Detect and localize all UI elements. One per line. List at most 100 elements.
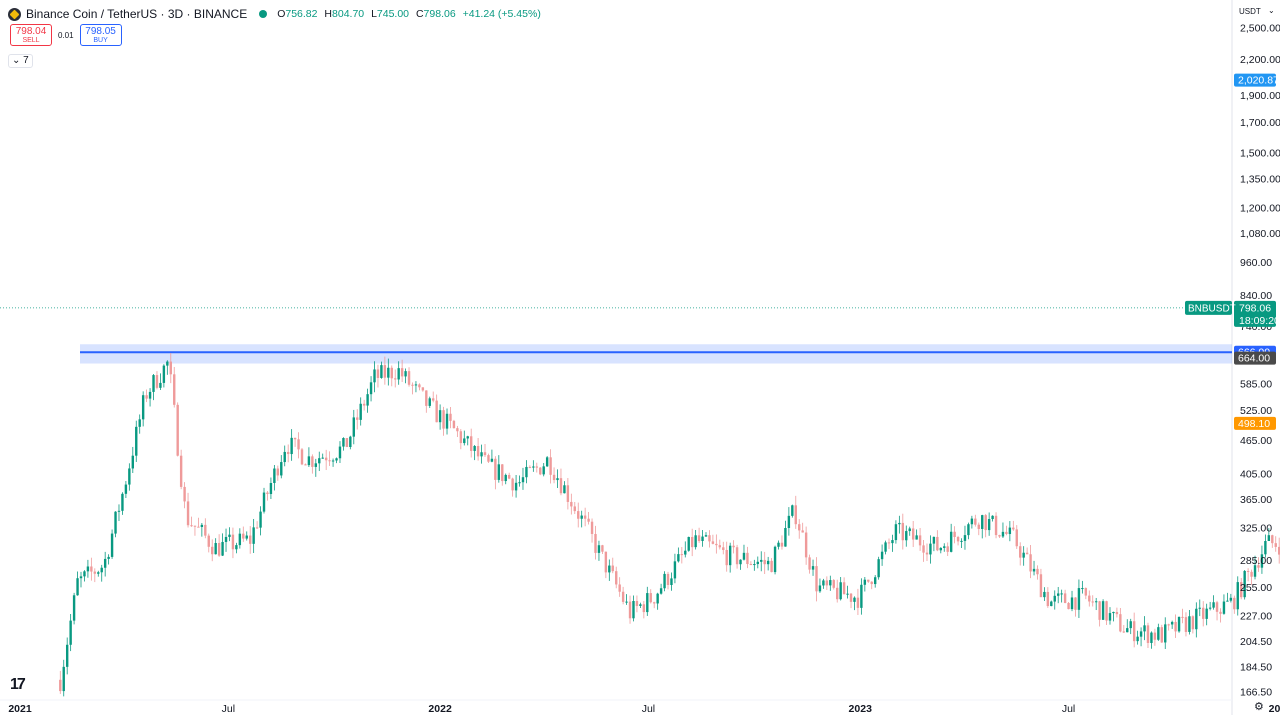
candle-body	[1136, 636, 1139, 642]
candle-body	[798, 524, 801, 531]
indicators-toggle-button[interactable]: ⌄ 7	[8, 54, 33, 68]
candle-body	[649, 593, 652, 603]
candle-body	[1077, 588, 1081, 610]
bnb-logo-icon	[8, 7, 21, 21]
candle-body	[632, 601, 635, 619]
y-tick-label: 2,500.00	[1240, 23, 1280, 35]
candle-body	[487, 455, 490, 462]
candle-body	[981, 515, 984, 529]
candle-body	[121, 493, 124, 511]
candle-body	[117, 510, 121, 512]
candle-body	[528, 466, 532, 468]
candle-body	[145, 395, 148, 399]
candle-body	[207, 535, 210, 547]
y-tick-label: 960.00	[1240, 257, 1272, 269]
candle-body	[618, 584, 621, 592]
candle-body	[290, 437, 293, 455]
candle-body	[549, 457, 552, 475]
y-tick-label: 405.00	[1240, 469, 1272, 481]
candle-body	[128, 468, 131, 485]
trade-panel: 798.04 SELL 0.01 798.05 BUY	[10, 24, 122, 46]
candle-body	[1029, 554, 1032, 572]
candle-body	[532, 466, 535, 468]
candle-body	[808, 557, 811, 570]
candle-body	[856, 597, 860, 608]
candle-body	[1219, 611, 1222, 614]
stop-price-badge: 498.10	[1238, 418, 1270, 430]
candle-body	[1240, 582, 1243, 598]
candle-body	[1129, 621, 1132, 629]
candle-body	[155, 375, 159, 388]
candle-body	[97, 572, 100, 574]
tradingview-logo-icon[interactable]: 17	[10, 676, 26, 693]
candle-body	[283, 451, 286, 463]
candle-body	[1215, 602, 1219, 612]
chart-header: Binance Coin / TetherUS · 3D · BINANCE O…	[8, 6, 545, 22]
settings-gear-icon[interactable]: ⚙	[1254, 701, 1264, 713]
market-status-icon[interactable]	[259, 10, 268, 18]
candle-body	[801, 530, 804, 533]
candle-body	[911, 528, 915, 540]
candle-body	[152, 375, 155, 392]
candle-body	[1153, 632, 1157, 640]
candle-body	[235, 545, 238, 550]
candle-body	[1022, 552, 1025, 558]
candle-body	[176, 404, 179, 456]
chevron-down-icon[interactable]: ⌄	[1268, 6, 1275, 15]
candle-body	[1060, 593, 1063, 595]
candle-body	[1008, 527, 1012, 535]
candle-body	[690, 536, 694, 548]
candle-body	[715, 543, 718, 546]
candle-body	[190, 525, 193, 527]
candle-body	[1084, 588, 1088, 596]
candle-body	[1101, 601, 1105, 620]
candle-body	[366, 394, 369, 406]
candle-body	[59, 679, 62, 692]
candle-body	[1091, 601, 1094, 603]
candle-body	[259, 511, 262, 528]
candle-body	[742, 552, 746, 560]
sell-button[interactable]: 798.04 SELL	[10, 24, 52, 46]
candle-body	[1015, 529, 1018, 547]
target-price-badge: 2,020.87	[1238, 75, 1279, 87]
candle-body	[884, 542, 887, 552]
stop-price-badge-bg	[1234, 416, 1276, 430]
candle-body	[214, 543, 217, 555]
candle-body	[936, 536, 939, 551]
candle-body	[1246, 570, 1250, 572]
candle-body	[425, 390, 428, 406]
currency-selector[interactable]: USDT	[1239, 7, 1261, 16]
y-tick-label: 585.00	[1240, 378, 1272, 390]
high-value: 804.70	[332, 8, 365, 20]
symbol-tag: BNBUSDT	[1188, 303, 1236, 314]
candle-body	[318, 458, 321, 464]
symbol-title[interactable]: Binance Coin / TetherUS · 3D · BINANCE	[26, 7, 248, 21]
candle-body	[266, 492, 269, 495]
candle-body	[269, 483, 273, 495]
candle-body	[114, 511, 117, 534]
x-tick-label: 2023	[849, 703, 873, 715]
candle-countdown: 18:09:20	[1239, 315, 1280, 327]
candle-body	[1139, 631, 1143, 637]
candle-body	[331, 460, 335, 462]
candle-body	[711, 541, 715, 544]
y-tick-label: 166.50	[1240, 687, 1272, 699]
candle-body	[1177, 616, 1181, 632]
candle-body	[922, 545, 925, 553]
candle-body	[732, 545, 735, 548]
y-tick-label: 1,700.00	[1240, 117, 1280, 129]
candle-body	[680, 554, 684, 556]
candle-body	[179, 455, 183, 487]
close-label: C	[415, 8, 424, 20]
candle-body	[421, 387, 425, 391]
y-tick-label: 1,080.00	[1240, 228, 1280, 240]
buy-button[interactable]: 798.05 BUY	[79, 24, 122, 46]
candle-body	[494, 458, 497, 480]
candle-body	[880, 551, 884, 560]
candle-body	[473, 445, 476, 451]
candle-body	[718, 545, 722, 548]
candle-body	[1050, 601, 1053, 607]
candle-body	[304, 464, 307, 466]
candle-body	[297, 439, 300, 450]
